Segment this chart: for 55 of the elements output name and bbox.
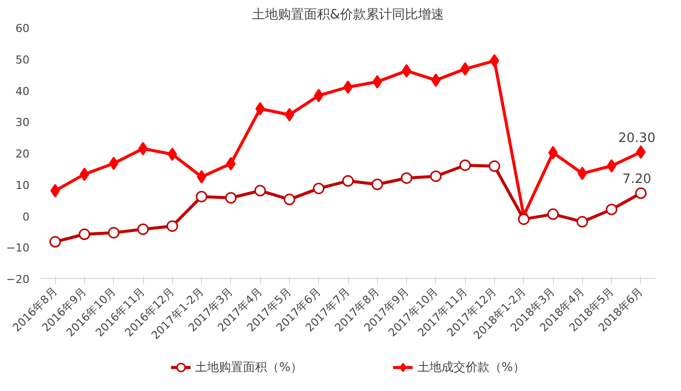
legend-label: 土地成交价款（%） bbox=[418, 358, 525, 376]
data-label: 20.30 bbox=[618, 131, 656, 146]
point bbox=[459, 159, 471, 171]
y-tick-label: 40 bbox=[16, 84, 30, 98]
point bbox=[284, 194, 296, 206]
point bbox=[254, 184, 266, 196]
y-tick-label: 10 bbox=[16, 178, 30, 192]
point bbox=[488, 160, 500, 172]
y-tick-label: 50 bbox=[16, 53, 30, 66]
point bbox=[430, 170, 442, 182]
point bbox=[314, 88, 324, 102]
point bbox=[138, 142, 148, 156]
y-tick-label: 0 bbox=[22, 210, 30, 224]
legend-label: 土地购置面积（%） bbox=[195, 358, 302, 376]
point bbox=[548, 146, 558, 160]
point bbox=[578, 166, 588, 180]
point bbox=[372, 75, 382, 89]
point bbox=[490, 54, 500, 68]
data-label: 7.20 bbox=[622, 172, 652, 188]
point bbox=[78, 228, 90, 240]
point bbox=[50, 184, 60, 198]
y-tick-label: 30 bbox=[16, 116, 30, 130]
point bbox=[49, 236, 61, 248]
point bbox=[137, 224, 149, 235]
point bbox=[80, 168, 90, 182]
point bbox=[255, 102, 265, 116]
point bbox=[547, 208, 559, 220]
point bbox=[402, 64, 412, 78]
point bbox=[576, 216, 588, 228]
point bbox=[400, 172, 412, 184]
y-tick-label: −10 bbox=[6, 242, 30, 255]
point bbox=[342, 175, 354, 187]
point bbox=[168, 148, 178, 162]
point bbox=[312, 182, 324, 194]
point bbox=[225, 192, 237, 204]
point bbox=[460, 62, 470, 76]
point bbox=[343, 80, 353, 94]
y-tick-label: 60 bbox=[16, 22, 30, 35]
point bbox=[636, 145, 646, 159]
point bbox=[108, 226, 120, 238]
point bbox=[196, 170, 206, 184]
point bbox=[166, 220, 178, 232]
point bbox=[606, 159, 616, 173]
point bbox=[196, 190, 208, 202]
point bbox=[635, 187, 647, 199]
point bbox=[431, 73, 441, 87]
point bbox=[226, 156, 236, 170]
chart-title: 土地购置面积&价款累计同比增速 bbox=[252, 8, 444, 22]
point bbox=[284, 108, 294, 122]
point bbox=[518, 213, 530, 225]
y-tick-label: −20 bbox=[6, 273, 30, 286]
y-tick-label: 20 bbox=[16, 148, 30, 160]
point bbox=[372, 178, 384, 190]
point bbox=[606, 204, 618, 216]
point bbox=[108, 156, 118, 170]
